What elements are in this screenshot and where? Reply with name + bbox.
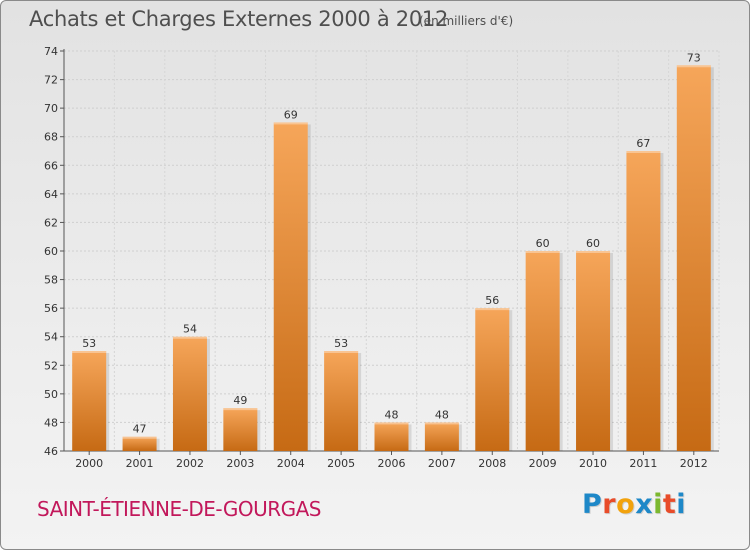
data-label-2011: 67 [636, 137, 650, 150]
x-tick-label-2004: 2004 [277, 457, 305, 470]
data-label-2007: 48 [435, 408, 449, 421]
y-tick-label: 46 [44, 445, 58, 458]
logo-letter: P [582, 489, 603, 520]
grid [63, 50, 720, 452]
bar-highlight [424, 422, 459, 425]
x-tick-label-2011: 2011 [629, 457, 657, 470]
bar-2012[interactable] [676, 65, 711, 452]
y-tick-label: 66 [44, 159, 58, 172]
bar-highlight [223, 408, 258, 411]
x-tick-label-2009: 2009 [529, 457, 557, 470]
x-tick-label-2003: 2003 [226, 457, 254, 470]
y-tick-label: 62 [44, 216, 58, 229]
data-label-2001: 47 [133, 423, 147, 436]
logo-letter: o [616, 489, 636, 520]
logo-letter: r [602, 489, 617, 520]
bar-2005[interactable] [324, 351, 359, 451]
data-label-2004: 69 [284, 108, 298, 121]
bar-2006[interactable] [374, 422, 409, 451]
data-label-2005: 53 [334, 337, 348, 350]
x-tick-label-2008: 2008 [478, 457, 506, 470]
commune-name: SAINT-ÉTIENNE-DE-GOURGAS [37, 497, 322, 521]
data-label-2002: 54 [183, 323, 197, 336]
y-tick-label: 52 [44, 359, 58, 372]
y-tick-label: 58 [44, 274, 58, 287]
bar-highlight [374, 422, 409, 425]
data-label-2008: 56 [485, 294, 499, 307]
data-label-2010: 60 [586, 237, 600, 250]
logo-letter: i [653, 489, 663, 520]
proxiti-logo[interactable]: Proxiti [582, 489, 686, 520]
bar-2007[interactable] [424, 422, 459, 451]
x-tick-label-2006: 2006 [378, 457, 406, 470]
y-tick-label: 60 [44, 245, 58, 258]
y-tick-label: 72 [44, 74, 58, 87]
bar-highlight [72, 351, 107, 353]
x-tick-label-2012: 2012 [680, 457, 708, 470]
x-tick-label-2007: 2007 [428, 457, 456, 470]
x-tick-label-2005: 2005 [327, 457, 355, 470]
bar-highlight [676, 65, 711, 68]
data-label-2009: 60 [536, 237, 550, 250]
bar-2000[interactable] [72, 351, 107, 451]
y-tick-label: 64 [44, 188, 58, 201]
bar-2009[interactable] [525, 251, 560, 451]
bar-highlight [475, 308, 510, 311]
bar-highlight [525, 251, 560, 253]
logo-letter: i [676, 489, 687, 520]
bar-2002[interactable] [172, 336, 207, 451]
bar-highlight [122, 436, 157, 439]
bar-2010[interactable] [576, 251, 611, 451]
chart-subtitle: (en milliers d'€) [419, 14, 514, 28]
chart-title: Achats et Charges Externes 2000 à 2012 [29, 7, 449, 31]
x-tick-label-2001: 2001 [126, 457, 154, 470]
bar-2003[interactable] [223, 408, 258, 451]
data-labels: 53 47 54 49 69 53 48 48 56 60 60 67 73 [82, 51, 701, 435]
y-tick-label: 74 [44, 45, 58, 58]
bar-highlight [172, 336, 207, 339]
x-tick-label-2010: 2010 [579, 457, 607, 470]
x-tick-label-2002: 2002 [176, 457, 204, 470]
y-tick-label: 50 [44, 388, 58, 401]
y-tick-label: 48 [44, 416, 58, 429]
data-label-2003: 49 [233, 394, 247, 407]
bar-2004[interactable] [273, 122, 308, 451]
bar-2011[interactable] [626, 151, 661, 451]
data-label-2000: 53 [82, 337, 96, 350]
data-label-2006: 48 [385, 408, 399, 421]
bar-2008[interactable] [475, 308, 510, 451]
y-tick-label: 56 [44, 302, 58, 315]
bar-highlight [324, 351, 359, 353]
bars [72, 65, 714, 452]
y-tick-label: 68 [44, 131, 58, 144]
y-tick-label: 70 [44, 102, 58, 115]
logo-letter: t [662, 489, 677, 520]
axes: 46 48 50 52 54 56 58 60 62 64 66 68 70 72 74 2000 2001 20… [44, 45, 719, 470]
bar-highlight [576, 251, 611, 253]
bar-highlight [626, 151, 661, 153]
data-label-2012: 73 [687, 51, 701, 64]
x-tick-label-2000: 2000 [75, 457, 103, 470]
bar-2001[interactable] [122, 436, 157, 451]
bar-highlight [273, 122, 308, 125]
logo-letter: x [635, 489, 654, 520]
y-tick-label: 54 [44, 331, 58, 344]
